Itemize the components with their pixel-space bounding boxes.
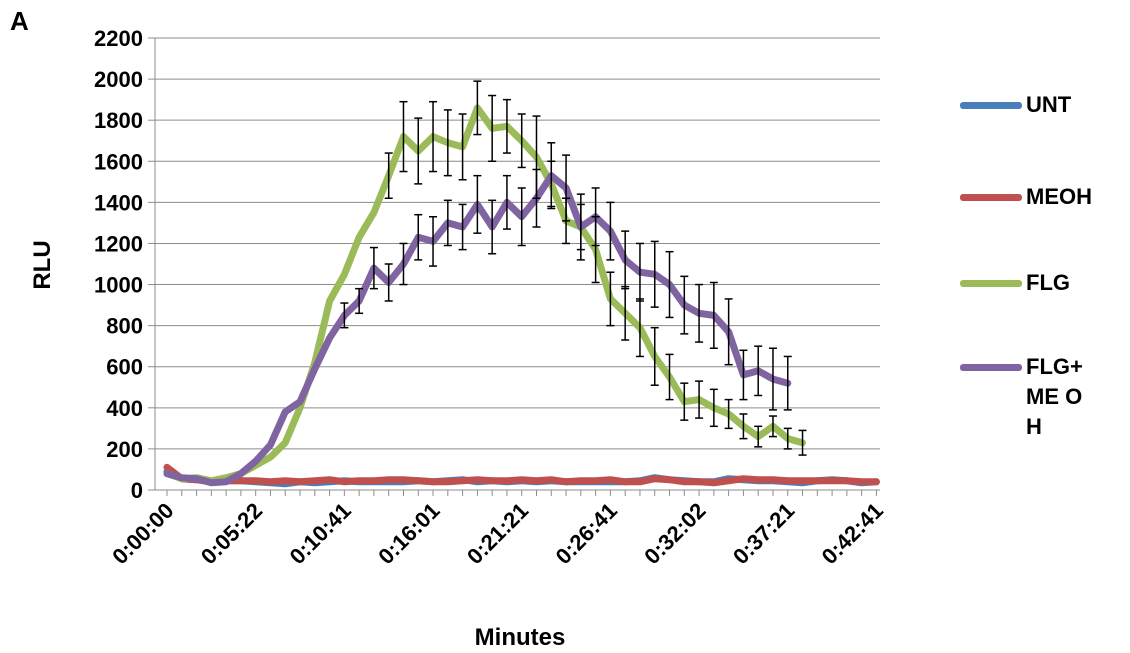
- x-tick-label: 0:21:21: [462, 498, 533, 569]
- error-bars: [340, 80, 807, 456]
- legend-item-unt: UNT: [960, 90, 1096, 120]
- legend-item-flg: FLG: [960, 268, 1096, 298]
- y-tick-labels: 0 200 400 600 800 1000 1200 1400 1600 1800 2000 220…: [94, 26, 143, 503]
- y-tick-label: 1800: [94, 108, 143, 133]
- x-tick-label: 0:05:22: [196, 498, 267, 569]
- series-line-meoh: [163, 463, 880, 487]
- y-tick-label: 400: [106, 396, 143, 421]
- x-tick-label: 0:37:21: [728, 498, 799, 569]
- x-tick-label: 0:10:41: [285, 498, 356, 569]
- x-tick-label: 0:32:02: [639, 498, 710, 569]
- y-tick-label: 200: [106, 437, 143, 462]
- y-tick-label: 2200: [94, 26, 143, 51]
- gridlines: [155, 37, 880, 450]
- x-tick-label: 0:26:41: [551, 498, 622, 569]
- legend-label-flg-meoh: FLG+ME OH: [1026, 354, 1083, 439]
- y-tick-label: 1200: [94, 231, 143, 256]
- series-line-flg: [163, 104, 806, 485]
- x-tick-label: 0:42:41: [817, 498, 888, 569]
- legend-label-meoh: MEOH: [1026, 184, 1092, 209]
- axes: [148, 37, 880, 496]
- x-tick-label: 0:00:00: [107, 498, 178, 569]
- x-tick-labels: 0:00:00 0:05:22 0:10:41 0:16:01 0:21:21 0:26:…: [107, 498, 888, 569]
- y-tick-label: 600: [106, 355, 143, 380]
- y-tick-label: 1400: [94, 190, 143, 215]
- legend-label-flg: FLG: [1026, 270, 1070, 295]
- y-tick-label: 0: [131, 478, 143, 503]
- y-tick-label: 2000: [94, 67, 143, 92]
- legend-item-meoh: MEOH: [960, 182, 1096, 212]
- y-axis-label: RLU: [29, 240, 56, 289]
- x-axis-label: Minutes: [475, 624, 566, 651]
- y-tick-label: 1600: [94, 149, 143, 174]
- legend-label-unt: UNT: [1026, 92, 1072, 117]
- panel-label: A: [10, 6, 29, 36]
- legend-item-flg-meoh: FLG+ME OH: [960, 352, 1096, 442]
- legend-swatch-meoh: [960, 194, 1022, 201]
- legend-swatch-unt: [960, 102, 1022, 109]
- legend-swatch-flg: [960, 280, 1022, 287]
- y-tick-label: 1000: [94, 273, 143, 298]
- y-tick-label: 800: [106, 314, 143, 339]
- legend-swatch-flg-meoh: [960, 364, 1022, 371]
- x-tick-label: 0:16:01: [373, 498, 444, 569]
